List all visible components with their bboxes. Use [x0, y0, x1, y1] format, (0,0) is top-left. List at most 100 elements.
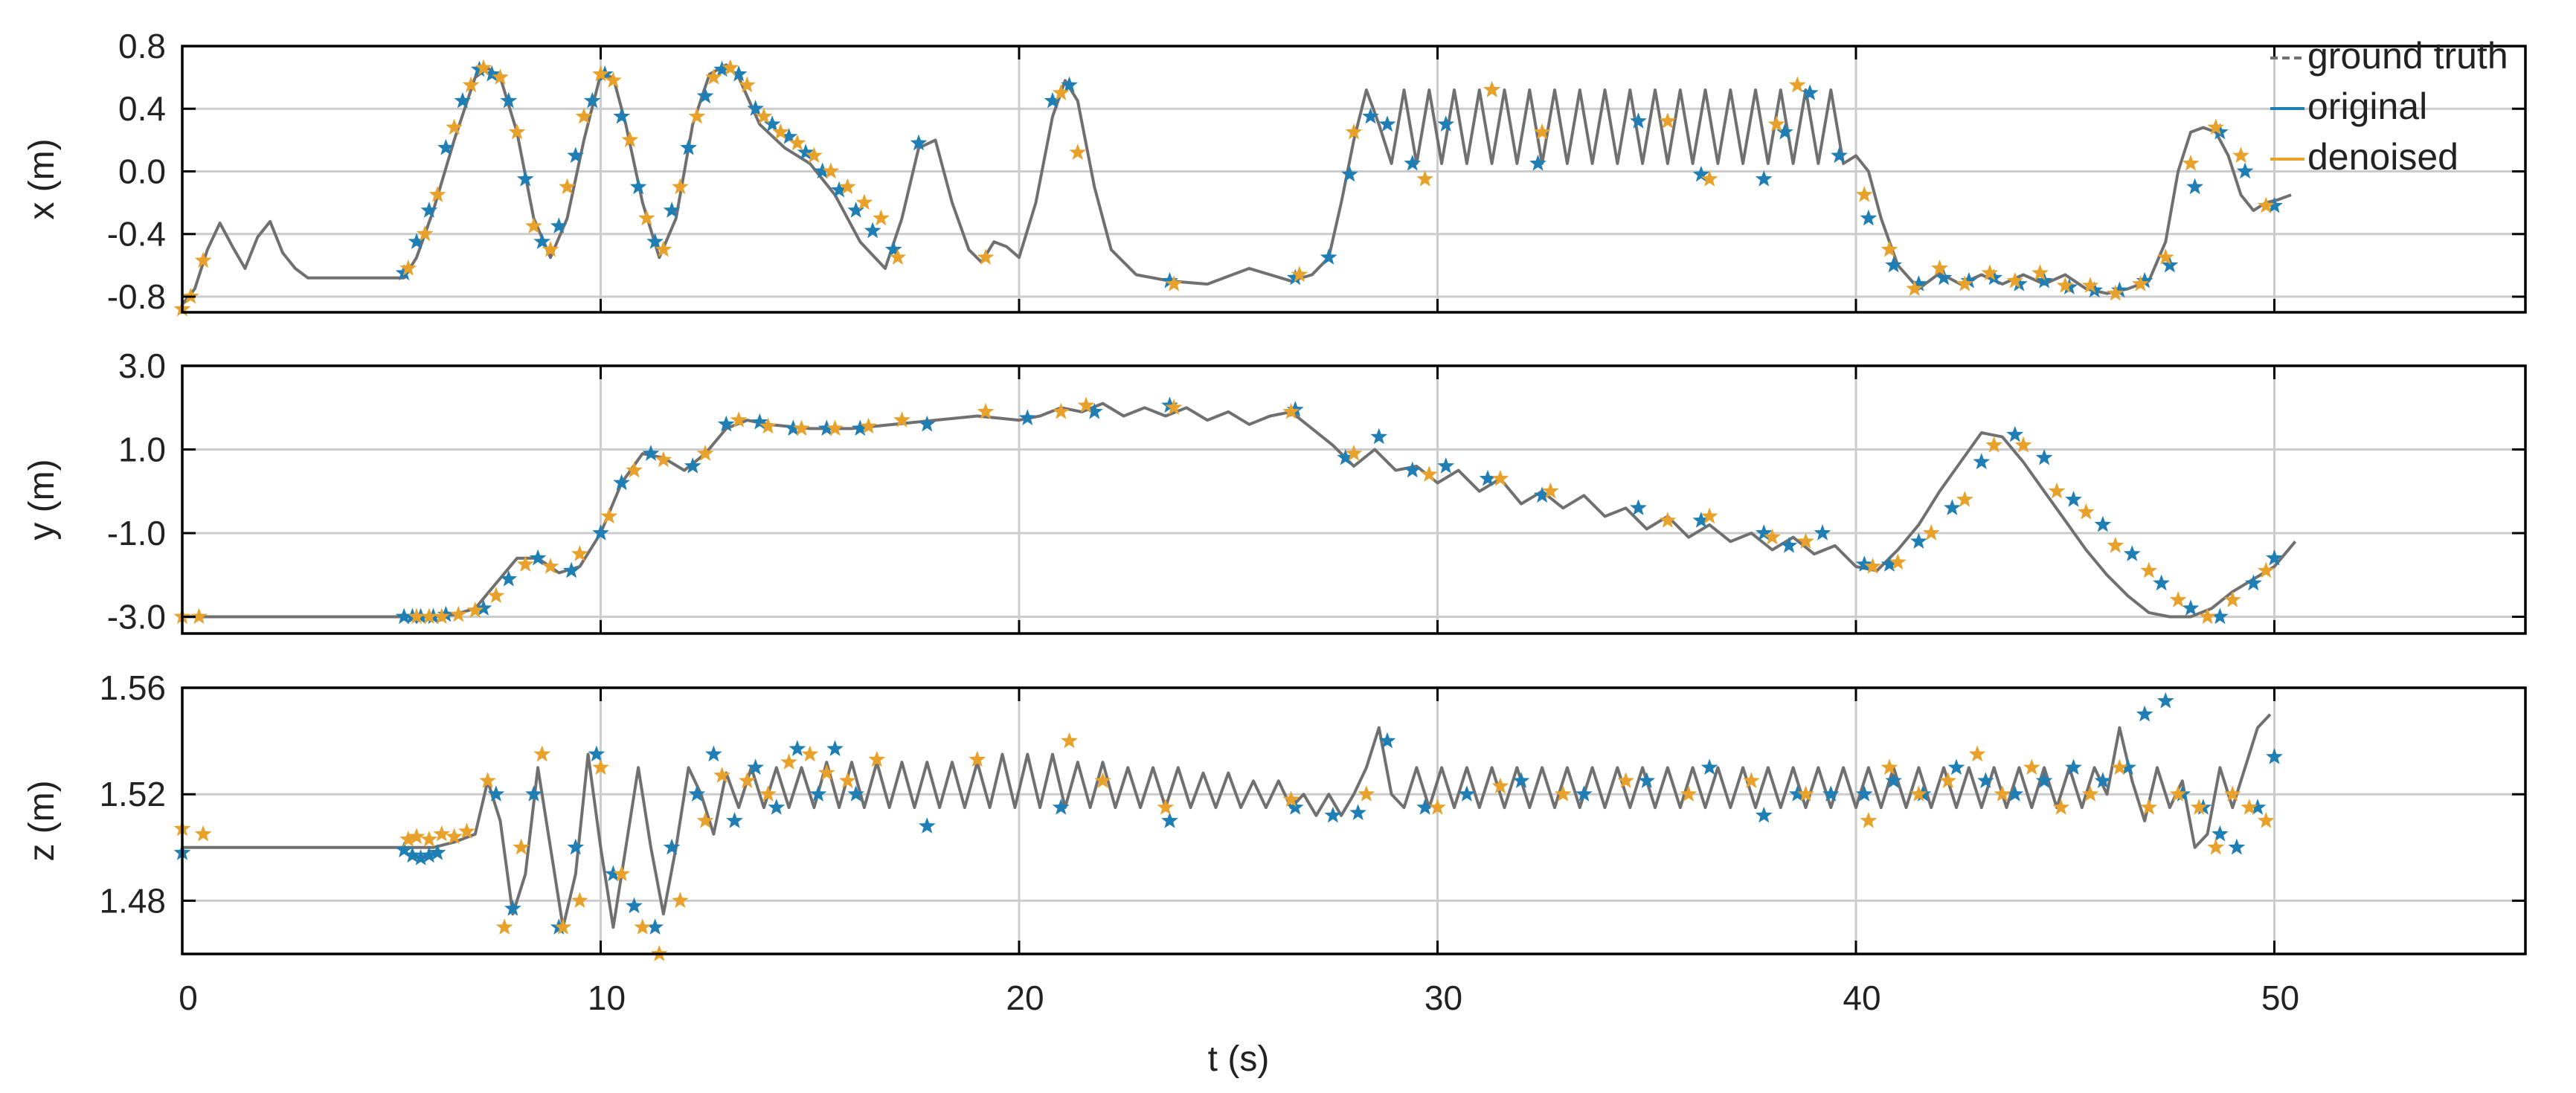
x-axis-label: t (s)	[1208, 1039, 1270, 1079]
x-denoised-point	[2182, 154, 2200, 171]
z-denoised-point	[1429, 799, 1446, 815]
z-ground-truth-line	[182, 713, 2272, 929]
x-denoised-point	[446, 118, 463, 135]
x-original-point	[1044, 91, 1061, 109]
z-original-point	[525, 785, 542, 802]
y-original-point	[1370, 428, 1388, 445]
x-denoised-point	[399, 259, 417, 276]
x-original-point	[408, 233, 425, 249]
x-denoised-point	[806, 146, 823, 164]
y-original-point	[437, 605, 455, 622]
subplot-z: 1.56 1.52 1.48 z (m)	[22, 668, 2527, 961]
x-denoised-point	[977, 248, 995, 265]
x-denoised-point	[1345, 123, 1363, 140]
y-denoised-point	[1956, 491, 1973, 507]
y-original-point	[2065, 491, 2082, 507]
y-denoised-point	[1345, 445, 1363, 461]
y-denoised-point	[1864, 558, 1881, 574]
subplot-y: 3.0 1.0 -1.0 -3.0 y (m)	[22, 346, 2527, 636]
z-original-point	[567, 838, 585, 855]
z-original-point	[2228, 838, 2246, 855]
z-original-point	[1885, 772, 1902, 788]
y-denoised-point	[1420, 465, 1438, 482]
x-tick-label: 20	[1006, 978, 1044, 1017]
y-denoised-point	[433, 607, 451, 625]
z-denoised-point	[801, 745, 819, 762]
y-axes-frame	[181, 364, 2527, 635]
y-denoised-point	[1282, 402, 1300, 419]
z-original-point	[2266, 748, 2283, 764]
y-original-point	[717, 415, 735, 432]
y-original-point	[1404, 461, 1422, 478]
z-original-point	[1576, 785, 1593, 802]
x-original-point	[646, 233, 664, 249]
y-denoised-point	[1985, 436, 2002, 453]
z-original-point	[768, 799, 786, 815]
x-original-point	[2266, 196, 2283, 213]
y-original-point	[1692, 512, 1710, 528]
y-original-point	[642, 445, 660, 461]
z-original-point	[1977, 772, 1994, 788]
z-denoised-point	[1094, 772, 1111, 788]
z-denoised-point	[696, 812, 714, 828]
x-denoised-point	[2056, 277, 2074, 293]
x-original-point	[2186, 178, 2203, 195]
x-denoised-point	[873, 209, 890, 226]
y-original-point	[1973, 453, 1991, 470]
z-original-point	[1458, 785, 1476, 802]
z-original-point	[2249, 799, 2267, 815]
y-original-point	[2182, 599, 2200, 616]
x-original-point	[516, 170, 534, 187]
y-denoised-point	[759, 417, 777, 434]
x-y-tick-label: -0.8	[107, 277, 166, 316]
z-denoised-point	[969, 750, 986, 767]
x-original-point	[471, 60, 488, 77]
z-denoised-point	[1880, 758, 1898, 776]
z-original-point	[2094, 772, 2112, 788]
z-original-point	[605, 865, 622, 882]
z-denoised-point	[2169, 785, 2187, 802]
x-denoised-point	[1855, 186, 1873, 202]
x-original-point	[483, 65, 501, 82]
z-denoised-point	[634, 918, 652, 935]
x-original-point	[1529, 154, 1546, 171]
y-original-point	[2006, 425, 2024, 442]
z-denoised-point	[1939, 772, 1957, 788]
x-original-point	[550, 217, 568, 233]
z-denoised-point	[458, 822, 475, 839]
z-original-point	[2212, 825, 2229, 842]
y-denoised-point	[1491, 469, 1509, 486]
z-original-point	[2156, 691, 2174, 709]
z-original-point	[1855, 785, 1873, 802]
y-original-point	[1780, 536, 1798, 553]
y-original-point	[684, 457, 701, 474]
x-original-point	[1910, 275, 1927, 291]
y-denoised-point	[408, 607, 425, 625]
x-original-markers	[395, 60, 2283, 298]
x-original-point	[1630, 112, 1647, 129]
y-denoised-point	[420, 607, 438, 625]
z-denoised-point	[513, 838, 530, 855]
x-denoised-point	[755, 107, 773, 124]
x-tick-label: 30	[1424, 978, 1462, 1017]
y-denoised-point	[1764, 528, 1781, 545]
z-original-point	[2119, 758, 2136, 776]
x-original-point	[780, 128, 797, 144]
y-denoised-point	[2048, 482, 2066, 499]
y-original-point	[751, 413, 768, 430]
z-denoised-point	[1157, 799, 1175, 815]
y-original-point	[1533, 486, 1551, 503]
y-denoised-point	[1922, 524, 1940, 541]
x-original-point	[567, 146, 585, 164]
y-y-tick-label: 1.0	[118, 431, 166, 469]
z-original-point	[1416, 799, 1433, 815]
z-denoised-markers	[173, 732, 2275, 961]
z-denoised-point	[2140, 799, 2158, 815]
z-original-point	[1947, 758, 1965, 776]
x-denoised-point	[1659, 112, 1677, 129]
y-original-point	[1944, 499, 1961, 515]
z-denoised-point	[408, 828, 425, 845]
z-denoised-point	[399, 831, 417, 847]
y-original-point	[2153, 574, 2170, 591]
z-denoised-point	[2207, 838, 2225, 855]
